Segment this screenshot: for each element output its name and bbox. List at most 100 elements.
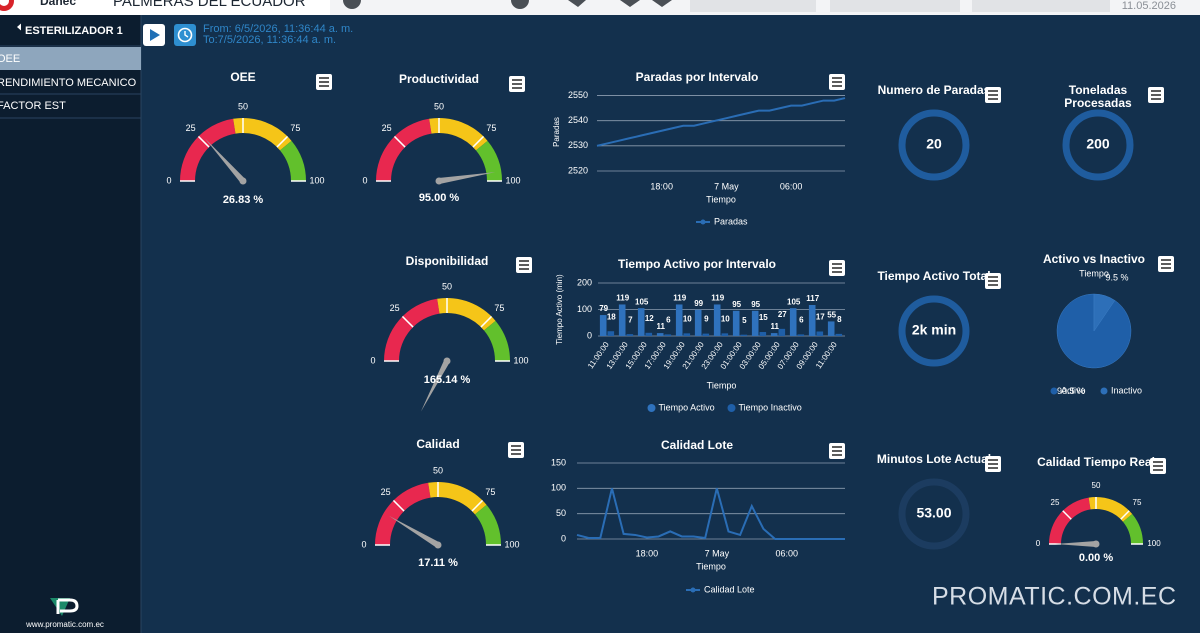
bar-value-label: 117 — [806, 294, 819, 303]
gauge-hub — [435, 177, 443, 185]
bar — [656, 333, 664, 336]
sidebar-item[interactable]: FACTOR EST — [0, 100, 66, 112]
gauge-band — [233, 118, 292, 151]
bar — [599, 315, 607, 336]
bar — [789, 308, 797, 336]
chart-menu[interactable] — [516, 257, 532, 273]
ring-value: 53.00 — [916, 505, 951, 521]
chart-menu[interactable] — [829, 443, 845, 459]
chart-menu[interactable] — [1148, 87, 1164, 103]
pie-label: 90.5 % — [1057, 386, 1085, 396]
gauge-tick-label: 100 — [1147, 539, 1161, 548]
x-tick-label: 18:00 — [636, 548, 659, 558]
gauge-value: 95.00 % — [419, 192, 460, 204]
chart-title: Calidad Lote — [661, 438, 733, 452]
gauge-tick-label: 75 — [485, 487, 495, 497]
gauge-band — [474, 504, 501, 545]
gauge-band — [475, 140, 502, 181]
bar — [759, 332, 767, 336]
chart-menu[interactable] — [508, 442, 524, 458]
y-tick-label: 2550 — [568, 90, 588, 100]
header-button[interactable] — [690, 0, 816, 12]
legend-swatch — [647, 404, 656, 412]
bar-value-label: 6 — [666, 316, 671, 325]
chart-menu[interactable] — [1150, 458, 1166, 474]
chart-menu[interactable] — [829, 260, 845, 276]
chart-menu[interactable] — [985, 87, 1001, 103]
y-axis-title: Paradas — [552, 117, 561, 147]
collapse-arrow[interactable] — [17, 23, 21, 31]
footer-logo — [50, 598, 70, 616]
header-icon[interactable] — [620, 0, 640, 7]
gauge-band — [1049, 497, 1091, 544]
gauge-tick-label: 0 — [1036, 539, 1041, 548]
legend-label: Inactivo — [1111, 385, 1142, 395]
bar-value-label: 105 — [635, 297, 649, 306]
bar — [827, 321, 835, 336]
line-series — [596, 97, 846, 147]
header-date: 11.05.2026 — [1122, 0, 1176, 12]
bar — [770, 333, 778, 336]
gauge-tick-label: 75 — [290, 123, 300, 133]
bar — [808, 304, 816, 336]
bar — [751, 310, 759, 336]
ring-value: 20 — [926, 136, 942, 152]
gauge-band — [1088, 496, 1133, 522]
header-button[interactable] — [830, 0, 960, 12]
gauge-tick-label: 0 — [362, 175, 367, 185]
ring-title: Toneladas Procesadas — [1064, 84, 1131, 110]
gauge-tick-label: 100 — [309, 175, 324, 185]
gauge-value: 17.11 % — [418, 557, 458, 569]
bar-value-label: 12 — [645, 314, 654, 323]
header-icon[interactable] — [343, 0, 361, 9]
gauge-tick-label: 75 — [1133, 498, 1142, 507]
ring-title: Minutos Lote Actual — [877, 452, 991, 466]
header-icon[interactable] — [652, 0, 672, 7]
gauge-value: 0.00 % — [1079, 552, 1113, 564]
bar-value-label: 119 — [673, 294, 686, 303]
gauge-tick — [197, 135, 210, 148]
gauge-title: Calidad — [416, 437, 459, 451]
pie-slice — [1093, 293, 1116, 332]
gauge-tick — [471, 499, 484, 512]
x-tick-label: 06:00 — [780, 181, 803, 191]
chart-title: Paradas por Intervalo — [636, 70, 759, 84]
gauge-band — [1122, 514, 1143, 544]
bar-value-label: 15 — [759, 313, 768, 322]
gauge-tick — [392, 499, 405, 512]
y-tick-label: 2530 — [568, 140, 588, 150]
header-icon[interactable] — [511, 0, 529, 9]
chart-menu[interactable] — [316, 74, 332, 90]
gauge-hub — [443, 357, 451, 365]
gauge-tick-label: 25 — [381, 487, 391, 497]
chart-menu[interactable] — [985, 273, 1001, 289]
gauge-needle — [1055, 541, 1096, 547]
bar — [675, 304, 683, 336]
gauge-tick-label: 0 — [166, 175, 171, 185]
sidebar-item[interactable]: RENDIMIENTO MECANICO — [0, 77, 137, 89]
gauge-band — [279, 140, 306, 181]
pie-label: 9.5 % — [1105, 273, 1128, 283]
y-tick-label: 2540 — [568, 115, 588, 125]
legend-label: Tiempo Activo — [659, 402, 715, 412]
gauge-tick — [1062, 510, 1072, 520]
gauge-tick-label: 25 — [1051, 498, 1060, 507]
header-button[interactable] — [972, 0, 1110, 12]
chart-menu[interactable] — [829, 74, 845, 90]
sidebar-item[interactable]: OEE — [0, 53, 20, 65]
chart-menu[interactable] — [1158, 256, 1174, 272]
logo-mark-inner — [0, 0, 9, 6]
chart-menu[interactable] — [509, 76, 525, 92]
legend-swatch — [700, 219, 706, 225]
chart-menu[interactable] — [985, 456, 1001, 472]
y-tick-label: 50 — [556, 508, 566, 518]
gauge-tick-label: 75 — [486, 123, 496, 133]
header-icon[interactable] — [568, 0, 586, 7]
bar — [778, 328, 786, 336]
gauge-tick-label: 100 — [505, 175, 520, 185]
x-tick-label: 18:00 — [650, 181, 673, 191]
x-axis-title: Tiempo — [706, 194, 736, 204]
gauge-needle — [389, 515, 440, 548]
sidebar-item-active[interactable] — [0, 47, 141, 70]
